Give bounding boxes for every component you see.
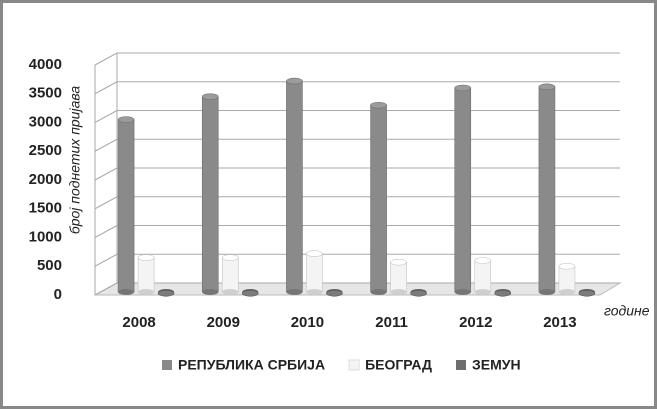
bar <box>390 258 407 295</box>
bar-part <box>494 289 512 297</box>
bar-part <box>138 289 155 295</box>
legend-swatch <box>348 359 360 371</box>
bar-part <box>370 289 387 295</box>
bar-part <box>286 77 303 85</box>
grid-side <box>94 81 118 95</box>
bar-part <box>117 119 135 293</box>
bar <box>306 250 323 295</box>
grid-side <box>94 225 118 238</box>
bar-part <box>306 250 323 257</box>
bar <box>474 257 492 295</box>
bar-part <box>538 83 556 91</box>
grid-side <box>94 196 118 210</box>
bar <box>241 289 259 297</box>
bar-part <box>241 289 259 297</box>
y-tick-label: 1500 <box>29 200 62 217</box>
bar-part <box>454 84 472 92</box>
grid-side <box>94 138 118 152</box>
bar-part <box>201 96 219 293</box>
bar <box>137 254 155 295</box>
legend-swatch <box>456 360 466 370</box>
bar <box>286 77 303 295</box>
bar <box>221 254 239 295</box>
bar <box>326 289 343 297</box>
bar <box>578 289 596 297</box>
bar-part <box>558 289 575 295</box>
grid-side <box>94 167 118 181</box>
bar-part <box>474 260 492 293</box>
grid-side <box>94 52 118 66</box>
grid-side <box>94 110 118 123</box>
bar-part <box>326 289 343 297</box>
bar-part <box>454 289 471 295</box>
bar-part <box>390 261 407 293</box>
grid-side <box>94 253 118 267</box>
x-tick-label: 2010 <box>291 314 324 331</box>
bar-part <box>370 104 387 293</box>
bar-part <box>221 254 239 261</box>
bar-part <box>390 289 407 295</box>
bar-part <box>137 254 155 261</box>
bar-part <box>558 265 576 293</box>
bar <box>201 93 219 295</box>
x-tick-label: 2009 <box>207 314 240 331</box>
x-tick-label: 2012 <box>459 314 492 331</box>
y-tick-label: 3500 <box>29 85 62 102</box>
x-tick-label: 2011 <box>375 314 408 331</box>
bar-part <box>221 257 239 293</box>
y-tick-label: 0 <box>54 286 62 303</box>
bar-part <box>137 257 155 293</box>
bar <box>454 84 472 295</box>
bar-part <box>370 101 387 109</box>
y-axis-label: број поднетих пријава <box>67 86 83 235</box>
bar-part <box>474 289 491 295</box>
bar <box>538 83 556 295</box>
bar-part <box>201 93 219 100</box>
y-tick-label: 1000 <box>29 228 62 245</box>
grid-side <box>94 282 118 296</box>
bar-part <box>286 80 303 293</box>
bar-part <box>157 289 175 297</box>
bar <box>370 101 387 295</box>
bar-part <box>286 289 303 295</box>
bar-part <box>578 289 596 297</box>
y-tick-label: 3000 <box>29 113 62 130</box>
bar <box>558 262 576 295</box>
y-tick-label: 500 <box>37 257 62 274</box>
bar <box>117 116 135 295</box>
x-tick-label: 2013 <box>543 314 576 331</box>
x-axis-label: године <box>604 303 650 319</box>
bar-part <box>222 289 239 295</box>
bar-part <box>538 86 556 293</box>
bar-part <box>306 253 323 293</box>
bar-part <box>202 289 219 295</box>
bar <box>494 289 512 297</box>
x-tick-label: 2008 <box>122 314 155 331</box>
bar-part <box>454 87 472 293</box>
bar-part <box>117 116 135 123</box>
y-tick-label: 2500 <box>29 142 62 159</box>
legend-label: БЕОГРАД <box>365 357 432 373</box>
legend-label: РЕПУБЛИКА СРБИЈА <box>178 357 325 373</box>
y-tick-label: 4000 <box>29 56 62 73</box>
bar <box>410 289 427 297</box>
bar-part <box>410 289 427 297</box>
legend-label: ЗЕМУН <box>472 357 521 373</box>
bar-part <box>390 258 407 266</box>
bar <box>157 289 175 297</box>
bar-part <box>538 289 555 295</box>
bar-part <box>558 262 576 270</box>
bar-part <box>118 289 135 295</box>
legend-swatch <box>162 360 172 370</box>
bar-part <box>474 257 492 264</box>
y-tick-label: 2000 <box>29 171 62 188</box>
bar-part <box>306 289 323 295</box>
